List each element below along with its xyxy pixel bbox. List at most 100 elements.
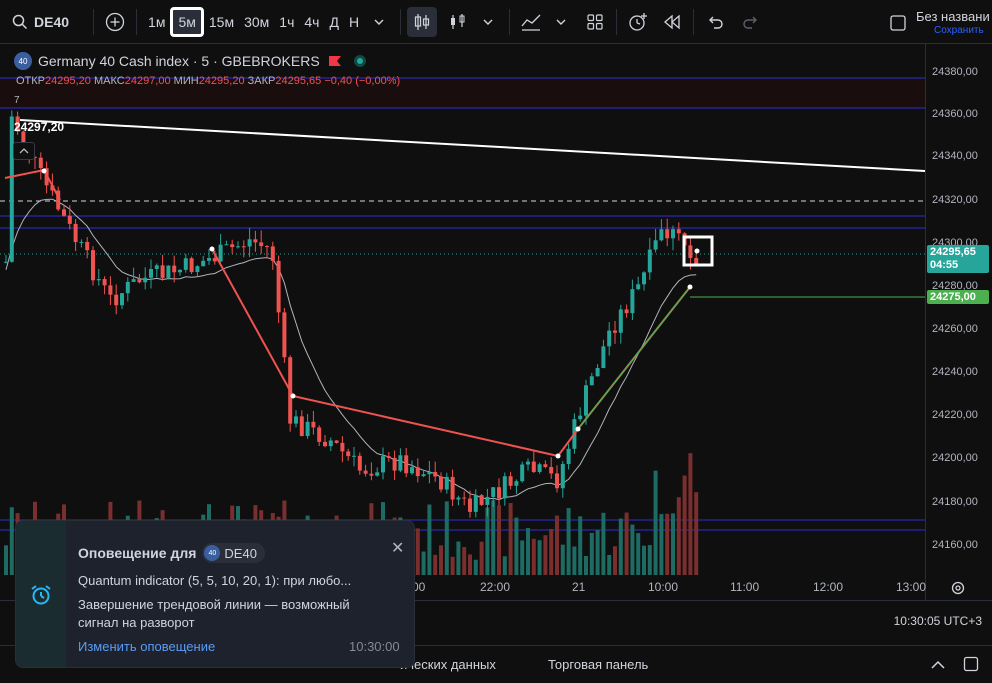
candle-body	[311, 421, 316, 428]
alert-icon[interactable]	[623, 7, 653, 37]
volume-bar	[485, 507, 490, 575]
layout-grid-icon[interactable]	[580, 7, 610, 37]
timeframe-4h[interactable]: 4ч	[304, 13, 320, 30]
low-label: МИН	[173, 75, 199, 87]
candle-body	[21, 131, 26, 145]
candle-body	[178, 269, 182, 273]
volume-bar	[630, 524, 635, 575]
volume-bar	[543, 535, 548, 575]
candle-body	[79, 241, 84, 243]
timeframe-1h[interactable]: 1ч	[279, 13, 295, 30]
volume-bar	[613, 546, 617, 575]
timeframe-week[interactable]: Н	[348, 13, 360, 30]
volume-bar	[688, 453, 693, 575]
price-tick: 24160,00	[932, 539, 978, 551]
chevron-up-icon[interactable]	[930, 659, 946, 671]
candle-body	[56, 190, 61, 210]
layout-icon	[890, 15, 906, 31]
volume-bar	[508, 503, 513, 575]
chart-area[interactable]: 40 Germany 40 Cash index · 5 · GBEBROKER…	[0, 44, 925, 600]
candle-body	[50, 185, 55, 191]
redo-icon[interactable]	[736, 7, 766, 37]
clock[interactable]: 10:30:05 UTC+3	[893, 614, 982, 628]
close-label: ЗАКР	[247, 75, 276, 87]
candle-body	[386, 456, 391, 458]
volume-bar	[555, 515, 559, 575]
gear-icon[interactable]	[950, 580, 966, 601]
price-tick: 24320,00	[932, 194, 978, 206]
indicators-icon[interactable]	[516, 7, 546, 37]
candle-body	[618, 309, 623, 333]
symbol-pill[interactable]: 40 DE40	[202, 543, 265, 563]
edit-alert-link[interactable]: Изменить оповещение	[78, 639, 216, 654]
timeframe-15m[interactable]: 15м	[208, 13, 235, 30]
collapse-legend-button[interactable]	[13, 142, 35, 160]
price-scale[interactable]: 24380,00 24360,00 24340,00 24320,00 2430…	[925, 44, 992, 600]
candle-body	[265, 246, 269, 248]
volume-bar	[462, 547, 467, 575]
candle-body	[653, 240, 658, 250]
candle-body	[201, 260, 206, 267]
pivot-point	[575, 426, 581, 432]
chart-type-dropdown-icon[interactable]	[473, 7, 503, 37]
candle-body	[450, 476, 455, 500]
pivot-point	[290, 393, 296, 399]
search-icon[interactable]: DE40	[12, 7, 69, 37]
tab-data[interactable]: ических данных	[400, 657, 496, 672]
chart-legend[interactable]: 40 Germany 40 Cash index · 5 · GBEBROKER…	[14, 52, 366, 70]
volume-bar	[665, 513, 670, 575]
volume-bar	[589, 532, 594, 575]
candle-body	[172, 265, 177, 273]
candle-body	[183, 258, 188, 270]
volume-bar	[694, 492, 699, 575]
timeframe-30m[interactable]: 30м	[244, 13, 270, 30]
legend-title[interactable]: Germany 40 Cash index · 5 · GBEBROKERS	[38, 53, 320, 69]
tab-trading-panel[interactable]: Торговая панель	[548, 657, 649, 672]
candle-body	[636, 284, 641, 290]
volume-bar	[526, 528, 530, 575]
high-value: 24297,00	[124, 75, 171, 87]
timeframe-dropdown-icon[interactable]	[364, 7, 394, 37]
candle-body	[241, 246, 246, 248]
layout-title: Без названи	[916, 9, 990, 24]
top-toolbar: DE40 1м 5м 15м 30м 1ч 4ч Д Н	[0, 0, 992, 44]
candle-body	[688, 245, 693, 258]
candle-body	[526, 461, 530, 465]
alert-notification[interactable]: Оповещение для 40 DE40 ✕ Quantum indicato…	[15, 520, 415, 668]
undo-icon[interactable]	[700, 7, 730, 37]
candle-body	[491, 487, 496, 497]
indicators-dropdown-icon[interactable]	[546, 7, 576, 37]
price-tick: 24260,00	[932, 323, 978, 335]
replay-icon[interactable]	[657, 7, 687, 37]
symbol-name[interactable]: DE40	[34, 13, 70, 30]
close-icon[interactable]: ✕	[391, 540, 405, 557]
price-chart[interactable]	[0, 44, 925, 600]
timeframe-1m[interactable]: 1м	[148, 13, 166, 30]
candle-body	[166, 265, 171, 278]
candle-body	[33, 156, 37, 158]
candle-body	[665, 229, 670, 239]
candle-body	[560, 463, 565, 489]
add-symbol-icon[interactable]	[100, 7, 130, 37]
candles-icon[interactable]	[407, 6, 438, 37]
candle-body	[613, 330, 617, 333]
candle-body	[131, 279, 136, 282]
candle-body	[328, 440, 333, 447]
notification-title: Оповещение для 40 DE40	[78, 543, 265, 563]
candle-body	[154, 265, 159, 270]
notification-side	[16, 521, 66, 667]
volume-bar	[421, 551, 426, 575]
volume-bar	[607, 554, 612, 575]
timeframe-5m[interactable]: 5м	[170, 6, 204, 37]
candle-body	[160, 265, 165, 278]
indicator-icon[interactable]	[443, 7, 473, 37]
volume-bar	[433, 554, 438, 575]
maximize-icon[interactable]	[963, 656, 979, 672]
price-tick: 24200,00	[932, 452, 978, 464]
timeframe-day[interactable]: Д	[329, 13, 339, 30]
time-axis[interactable]: 00 22:00 21 10:00 11:00 12:00 13:00	[0, 575, 926, 600]
candle-body	[137, 279, 142, 283]
time-tick: 21	[572, 580, 586, 594]
save-label[interactable]: Сохранить	[934, 25, 984, 36]
save-layout-button[interactable]: Без названи Сохранить	[882, 6, 992, 38]
